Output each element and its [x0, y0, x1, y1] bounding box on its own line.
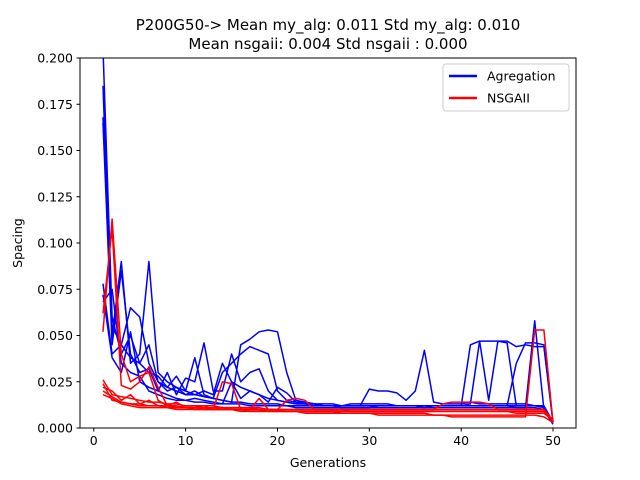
y-tick-label: 0.150 — [37, 143, 73, 158]
series-line-agregation-6 — [102, 294, 554, 423]
x-tick-label: 20 — [270, 433, 286, 448]
chart-title-line-1: P200G50-> Mean my_alg: 0.011 Std my_alg:… — [136, 16, 521, 35]
series-line-nsgaii-13 — [102, 394, 554, 422]
x-tick-label: 40 — [453, 433, 469, 448]
series-line-nsgaii-14 — [102, 383, 554, 422]
series-line-agregation-4 — [102, 122, 554, 423]
series-line-agregation-2 — [102, 85, 554, 423]
y-tick-label: 0.175 — [37, 97, 73, 112]
y-tick-label: 0.125 — [37, 189, 73, 204]
x-tick-label: 30 — [361, 433, 377, 448]
x-tick-label: 0 — [90, 433, 98, 448]
series-line-nsgaii-8 — [102, 218, 554, 423]
series-layer — [102, 58, 554, 425]
y-axis: 0.000 0.025 0.050 0.075 0.100 0.125 0.150 0.175… — [37, 51, 80, 436]
y-tick-label: 0.025 — [37, 374, 73, 389]
chart-title-line-2: Mean nsgaii: 0.004 Std nsgaii : 0.000 — [188, 35, 467, 53]
series-line-agregation-3 — [102, 117, 554, 423]
legend-label-agregation: Agregation — [487, 69, 556, 84]
legend-label-nsgaii: NSGAII — [487, 91, 530, 106]
legend: Agregation NSGAII — [442, 63, 570, 112]
x-axis: 0 10 20 30 40 50 — [90, 428, 561, 448]
y-tick-label: 0.000 — [37, 421, 73, 436]
x-axis-label: Generations — [290, 455, 366, 470]
y-tick-label: 0.075 — [37, 282, 73, 297]
y-tick-label: 0.050 — [37, 328, 73, 343]
series-line-nsgaii-9 — [102, 227, 554, 424]
y-tick-label: 0.200 — [37, 51, 73, 66]
series-line-agregation-7 — [102, 288, 554, 423]
x-tick-label: 10 — [178, 433, 194, 448]
series-line-agregation-5 — [102, 283, 554, 423]
plot-area-frame — [79, 57, 577, 429]
y-axis-label: Spacing — [10, 218, 25, 268]
y-tick-label: 0.100 — [37, 236, 73, 251]
x-tick-label: 50 — [545, 433, 561, 448]
